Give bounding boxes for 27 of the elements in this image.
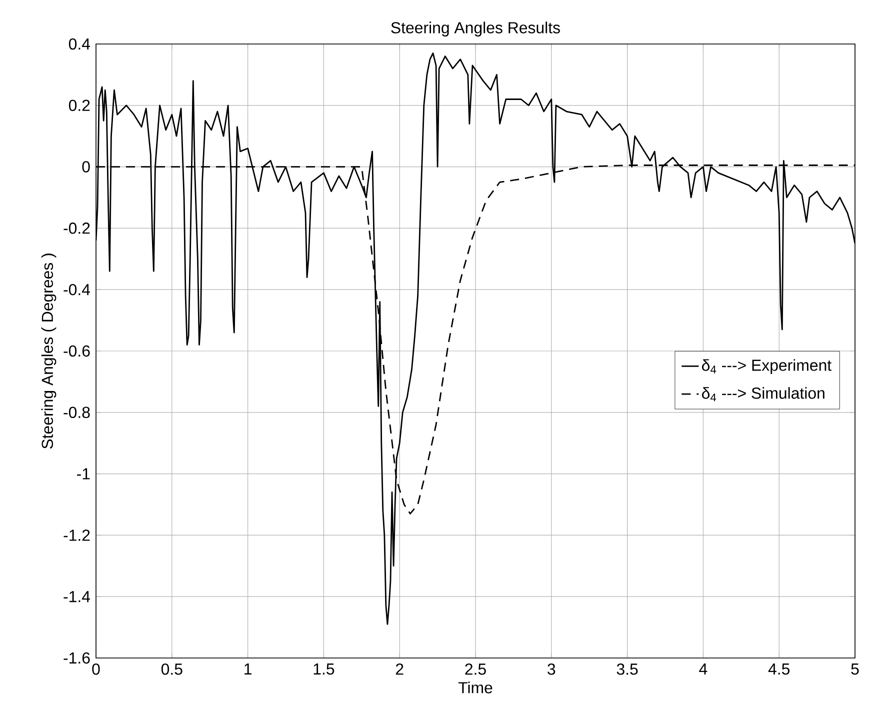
y-tick-label: -1	[77, 468, 90, 480]
y-tick-label: -0.8	[64, 406, 90, 418]
chart-title: Steering Angles Results	[391, 22, 560, 37]
x-tick-label: 3.5	[616, 664, 638, 675]
y-tick-label: -0.2	[64, 222, 90, 234]
y-tick-label: 0	[82, 161, 90, 172]
y-tick-label: -1.4	[64, 591, 90, 602]
y-tick-label: -1.6	[64, 652, 90, 664]
y-tick-label: -1.2	[64, 530, 90, 541]
legend-label: δ$_{4}$ ---> Experiment	[702, 359, 832, 374]
legend-label: δ$_{4}$ ---> Simulation	[702, 387, 824, 402]
x-tick-label: 0	[92, 664, 100, 675]
y-tick-label: -0.4	[64, 284, 90, 296]
x-tick-label: 0.5	[161, 664, 182, 675]
x-tick-label: 2	[396, 664, 404, 675]
x-tick-label: 2.5	[465, 664, 486, 675]
y-tick-label: -0.6	[64, 345, 90, 357]
x-tick-label: 3	[548, 664, 556, 675]
x-tick-label: 1	[244, 664, 252, 674]
x-tick-label: 4.5	[768, 664, 790, 675]
y-tick-label: 0.4	[68, 38, 90, 50]
x-tick-label: 5	[851, 664, 859, 675]
x-axis-title: Time	[458, 682, 492, 694]
x-tick-label: 1.5	[314, 664, 334, 675]
x-tick-label: 4	[699, 664, 708, 674]
y-axis-title: Steering Angles ( Degrees )	[41, 254, 56, 449]
y-tick-label: 0.2	[68, 100, 90, 112]
